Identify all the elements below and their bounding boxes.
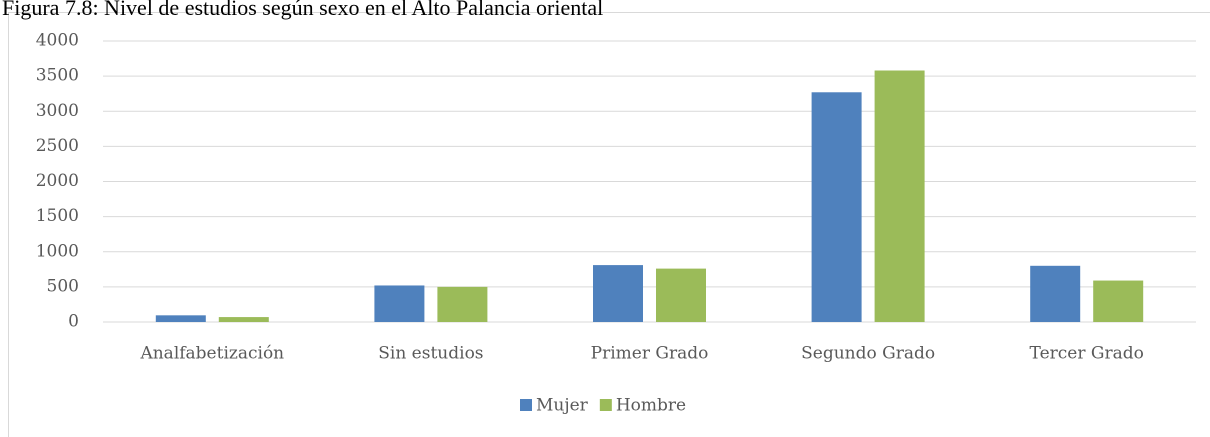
bar xyxy=(874,70,925,322)
y-tick-label: 2500 xyxy=(36,136,79,156)
bar xyxy=(437,286,488,322)
bar xyxy=(218,317,269,322)
x-tick-label: Analfabetización xyxy=(139,344,284,364)
x-tick-label: Tercer Grado xyxy=(1030,344,1144,364)
legend-label: Hombre xyxy=(616,396,686,416)
bar xyxy=(811,92,862,322)
legend-swatch xyxy=(520,399,532,411)
chart-frame xyxy=(8,12,1210,437)
legend-swatch xyxy=(599,399,612,411)
y-tick-label: 0 xyxy=(68,312,79,332)
bar xyxy=(656,268,706,322)
legend-label: Mujer xyxy=(536,396,589,416)
bar xyxy=(593,265,643,322)
chart-title: Figura 7.8: Nivel de estudios según sexo… xyxy=(2,0,603,20)
bar xyxy=(155,315,206,322)
y-tick-label: 500 xyxy=(47,276,79,296)
bar xyxy=(1093,280,1144,322)
y-tick-label: 1000 xyxy=(36,241,79,261)
y-tick-label: 2000 xyxy=(36,171,79,191)
x-tick-label: Sin estudios xyxy=(378,344,483,364)
x-tick-label: Segundo Grado xyxy=(801,344,935,364)
y-tick-label: 3500 xyxy=(36,66,79,86)
y-tick-label: 4000 xyxy=(36,31,79,51)
y-tick-label: 1500 xyxy=(36,206,79,226)
y-tick-label: 3000 xyxy=(36,101,79,121)
bar xyxy=(374,285,425,322)
x-tick-label: Primer Grado xyxy=(591,344,709,364)
bar xyxy=(1030,265,1081,322)
